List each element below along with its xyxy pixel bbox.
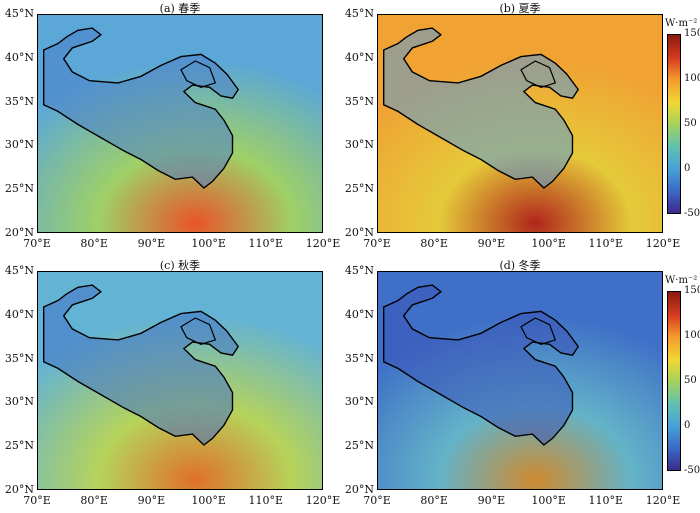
panel-title: (b) 夏季 — [499, 2, 541, 15]
x-tick-label: 90°E — [137, 494, 166, 507]
y-tick-label: 35°N — [4, 94, 34, 108]
x-tick-label: 80°E — [80, 237, 108, 250]
colorbar-tick-label: 0 — [684, 420, 691, 431]
plateau-outline — [383, 284, 580, 446]
panel-title: (a) 春季 — [159, 2, 201, 15]
y-tick-label: 30°N — [344, 395, 374, 409]
plateau-field — [43, 28, 239, 188]
x-tick-label: 90°E — [477, 494, 506, 507]
map-field — [38, 15, 322, 232]
y-tick-label: 40°N — [4, 50, 34, 64]
x-tick-label: 80°E — [80, 494, 108, 507]
y-tick-label: 25°N — [4, 439, 34, 453]
y-tick-label: 45°N — [4, 264, 34, 277]
colorbar-tick-label: 100 — [684, 330, 700, 341]
y-tick-label: 20°N — [4, 483, 34, 496]
colorbar-tick-label: 100 — [684, 73, 700, 84]
x-tick-label: 110°E — [588, 494, 624, 507]
x-tick-label: 80°E — [420, 494, 448, 507]
y-tick-label: 35°N — [344, 94, 374, 108]
colorbar-tick-label: 50 — [684, 118, 697, 129]
plateau-field — [383, 285, 579, 445]
colorbar-tick-label: -50 — [684, 208, 700, 219]
plateau-outline — [43, 284, 240, 446]
y-tick-label: 45°N — [4, 7, 34, 20]
y-tick-label: 45°N — [344, 264, 374, 277]
basin-outline — [520, 60, 557, 88]
y-tick-label: 35°N — [4, 351, 34, 365]
panel-spring: (a) 春季 45°N 40°N 35°N 30°N 25°N 20°N 70°E 80°E 90… — [0, 0, 340, 256]
colorbar-unit: W·m⁻² — [665, 18, 698, 29]
y-tick-label: 30°N — [4, 138, 34, 152]
colorbar-unit: W·m⁻² — [665, 275, 698, 286]
map-spring — [37, 14, 323, 233]
x-tick-label: 90°E — [477, 237, 506, 250]
x-tick-label: 70°E — [23, 237, 51, 250]
map-field — [378, 272, 662, 489]
x-tick-label: 100°E — [191, 494, 226, 507]
x-tick-label: 100°E — [191, 237, 226, 250]
y-tick-label: 25°N — [344, 439, 374, 453]
panel-title: (d) 冬季 — [499, 259, 541, 272]
x-tick-label: 100°E — [531, 494, 566, 507]
basin-outline — [520, 317, 557, 345]
plateau-field — [43, 285, 239, 445]
y-tick-label: 20°N — [344, 226, 374, 239]
x-tick-label: 70°E — [363, 237, 391, 250]
x-tick-label: 120°E — [645, 237, 681, 250]
x-tick-label: 70°E — [363, 494, 391, 507]
x-tick-label: 110°E — [588, 237, 624, 250]
plateau-outline — [43, 27, 240, 189]
x-tick-label: 120°E — [305, 494, 341, 507]
map-winter — [377, 271, 663, 490]
y-tick-label: 20°N — [344, 483, 374, 496]
colorbar-tick-label: 50 — [684, 375, 697, 386]
map-summer — [377, 14, 663, 233]
panel-summer: (b) 夏季 45°N 40°N 35°N 30°N 25°N 20°N 70°E 80°E 90… — [340, 0, 700, 256]
x-tick-label: 70°E — [23, 494, 51, 507]
colorbar-tick-label: 150 — [684, 285, 700, 296]
colorbar-tick-label: 0 — [684, 163, 691, 174]
plateau-field — [383, 28, 579, 188]
y-tick-label: 35°N — [344, 351, 374, 365]
y-tick-label: 25°N — [4, 182, 34, 196]
x-tick-label: 90°E — [137, 237, 166, 250]
y-tick-label: 40°N — [344, 50, 374, 64]
map-field — [38, 272, 322, 489]
plateau-outline — [383, 27, 580, 189]
basin-outline — [180, 317, 217, 345]
panel-title: (c) 秋季 — [159, 259, 201, 272]
colorbar-tick-label: 150 — [684, 28, 700, 39]
x-tick-label: 80°E — [420, 237, 448, 250]
basin-outline — [180, 60, 217, 88]
y-tick-label: 40°N — [4, 307, 34, 321]
colorbar-tick-label: -50 — [684, 465, 700, 476]
panel-winter: (d) 冬季 45°N 40°N 35°N 30°N 25°N 20°N 70°E 80°E 90… — [340, 257, 700, 513]
x-tick-label: 120°E — [645, 494, 681, 507]
x-tick-label: 100°E — [531, 237, 566, 250]
x-tick-label: 110°E — [248, 237, 284, 250]
y-tick-label: 40°N — [344, 307, 374, 321]
panel-autumn: (c) 秋季 45°N 40°N 35°N 30°N 25°N 20°N 70°E 80°E 90… — [0, 257, 340, 513]
y-tick-label: 25°N — [344, 182, 374, 196]
map-autumn — [37, 271, 323, 490]
colorbar — [667, 291, 681, 471]
colorbar — [667, 34, 681, 214]
x-tick-label: 110°E — [248, 494, 284, 507]
y-tick-label: 45°N — [344, 7, 374, 20]
map-field — [378, 15, 662, 232]
y-tick-label: 30°N — [4, 395, 34, 409]
y-tick-label: 20°N — [4, 226, 34, 239]
y-tick-label: 30°N — [344, 138, 374, 152]
x-tick-label: 120°E — [305, 237, 341, 250]
